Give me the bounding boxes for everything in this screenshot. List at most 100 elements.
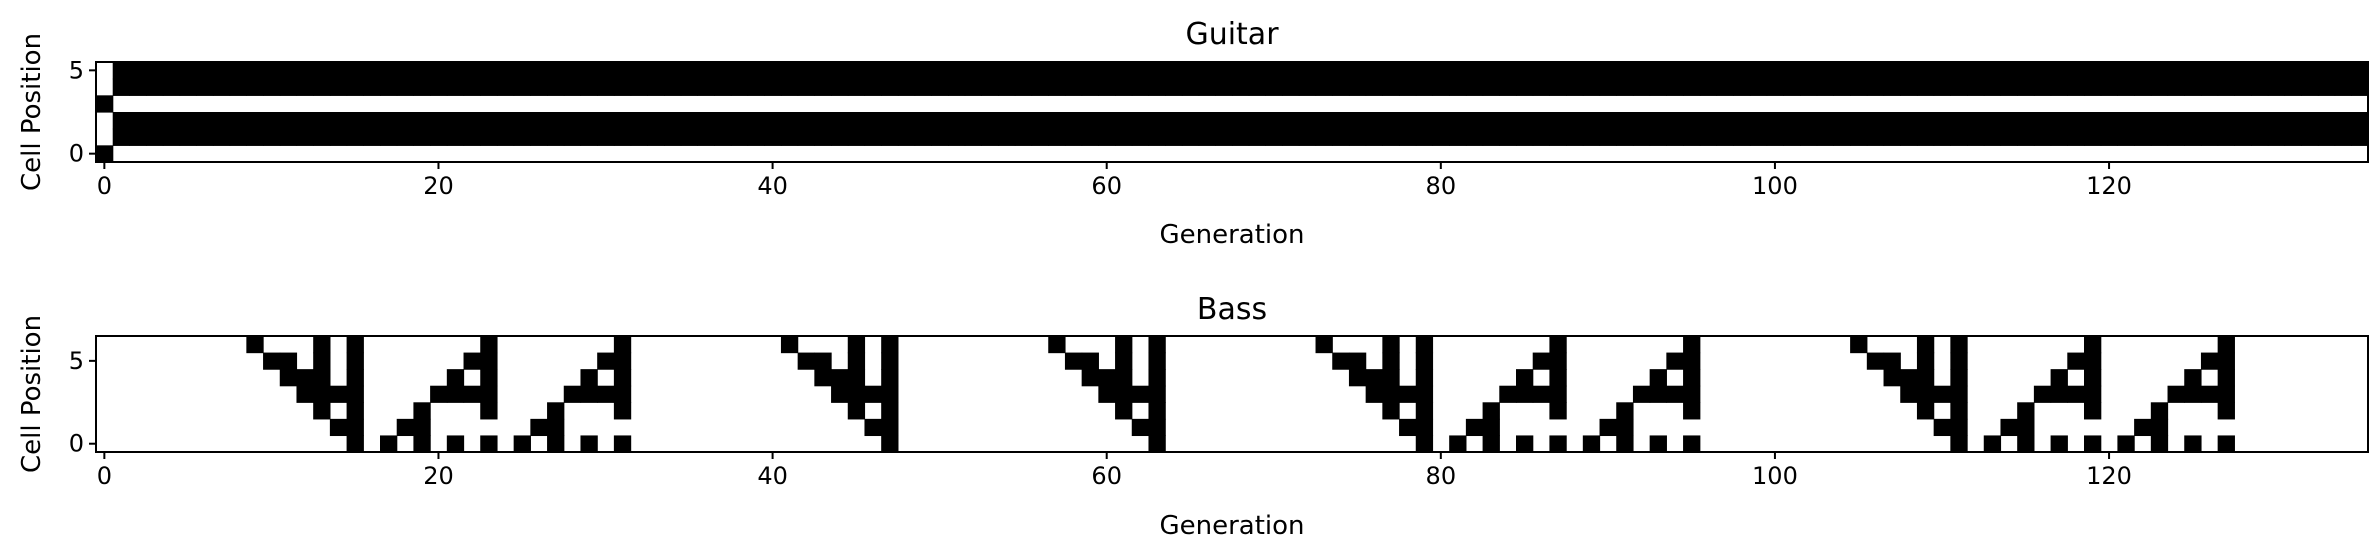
cell-y4-gen108 bbox=[1900, 78, 1918, 96]
cell-y1-gen75 bbox=[1348, 128, 1367, 146]
cell-y3-gen108 bbox=[1900, 385, 1918, 403]
cell-y5-gen118 bbox=[2067, 62, 2085, 80]
cell-y5-gen117 bbox=[2050, 62, 2068, 80]
x-tick-label: 120 bbox=[2086, 462, 2132, 490]
cell-y2-gen27 bbox=[547, 112, 565, 130]
cell-y4-gen108 bbox=[1900, 369, 1918, 387]
cell-y5-gen116 bbox=[2033, 62, 2052, 80]
cell-y2-gen95 bbox=[1683, 402, 1701, 420]
cell-y3-gen127 bbox=[2217, 385, 2235, 403]
cell-y5-gen59 bbox=[1081, 352, 1099, 370]
cell-y1-gen66 bbox=[1198, 128, 1216, 146]
cell-y4-gen92 bbox=[1632, 78, 1651, 96]
cell-y5-gen33 bbox=[647, 62, 665, 80]
cell-y2-gen19 bbox=[413, 402, 431, 420]
cell-y4-gen61 bbox=[1115, 369, 1133, 387]
cell-y1-gen120 bbox=[2100, 128, 2119, 146]
cell-y1-gen28 bbox=[563, 128, 582, 146]
cell-y1-gen83 bbox=[1482, 128, 1500, 146]
cell-y2-gen53 bbox=[981, 112, 999, 130]
cell-y1-gen114 bbox=[2000, 128, 2018, 146]
cell-y0-gen47 bbox=[881, 435, 899, 453]
cell-y4-gen5 bbox=[179, 78, 197, 96]
cell-y4-gen29 bbox=[580, 78, 598, 96]
cell-y4-gen126 bbox=[2200, 78, 2219, 96]
cell-y2-gen4 bbox=[162, 112, 181, 130]
cell-y2-gen112 bbox=[1967, 112, 1985, 130]
cell-y2-gen113 bbox=[1983, 112, 2002, 130]
cell-y3-gen20 bbox=[430, 385, 448, 403]
cell-y4-gen118 bbox=[2067, 78, 2085, 96]
cell-y1-gen15 bbox=[346, 128, 364, 146]
cell-y5-gen37 bbox=[714, 62, 732, 80]
cell-y3-gen61 bbox=[1115, 385, 1133, 403]
cell-y4-gen117 bbox=[2050, 78, 2068, 96]
cell-y1-gen123 bbox=[2150, 418, 2169, 437]
cell-y5-gen53 bbox=[981, 62, 999, 80]
cell-y4-gen27 bbox=[547, 78, 565, 96]
cell-y5-gen72 bbox=[1298, 62, 1317, 80]
cell-y3-gen92 bbox=[1632, 385, 1651, 403]
cell-y1-gen91 bbox=[1616, 418, 1634, 437]
cell-y1-gen27 bbox=[547, 128, 565, 146]
cell-y4-gen76 bbox=[1365, 369, 1383, 387]
cell-y3-gen14 bbox=[329, 385, 348, 403]
cell-y1-gen83 bbox=[1482, 418, 1500, 437]
cell-y5-gen93 bbox=[1649, 62, 1667, 80]
cell-y2-gen88 bbox=[1566, 112, 1584, 130]
cell-y2-gen125 bbox=[2184, 112, 2202, 130]
cell-y6-gen87 bbox=[1549, 336, 1567, 354]
cell-y4-gen69 bbox=[1248, 78, 1267, 96]
bass-x-axis-label: Generation bbox=[1159, 511, 1304, 541]
cell-y6-gen109 bbox=[1916, 336, 1935, 354]
cell-y4-gen133 bbox=[2317, 78, 2336, 96]
cell-y5-gen79 bbox=[1415, 62, 1434, 80]
cell-y4-gen55 bbox=[1014, 78, 1033, 96]
cell-y4-gen52 bbox=[964, 78, 983, 96]
cell-y5-gen43 bbox=[814, 352, 832, 370]
cell-y1-gen9 bbox=[246, 128, 264, 146]
cell-y1-gen118 bbox=[2067, 128, 2085, 146]
cell-y1-gen74 bbox=[1332, 128, 1350, 146]
cell-y4-gen44 bbox=[831, 78, 849, 96]
cell-y2-gen70 bbox=[1265, 112, 1283, 130]
cell-y5-gen49 bbox=[914, 62, 932, 80]
cell-y4-gen2 bbox=[129, 78, 147, 96]
cell-y2-gen97 bbox=[1716, 112, 1734, 130]
cell-y4-gen57 bbox=[1048, 78, 1066, 96]
cell-y2-gen115 bbox=[2017, 112, 2035, 130]
cell-y2-gen61 bbox=[1115, 112, 1133, 130]
cell-y5-gen84 bbox=[1499, 62, 1517, 80]
cell-y1-gen94 bbox=[1666, 128, 1684, 146]
cell-y4-gen10 bbox=[263, 78, 281, 96]
cell-y3-gen111 bbox=[1950, 385, 1968, 403]
cell-y4-gen107 bbox=[1883, 369, 1901, 387]
cell-y5-gen99 bbox=[1749, 62, 1768, 80]
cell-y1-gen114 bbox=[2000, 418, 2018, 437]
cell-y4-gen79 bbox=[1415, 78, 1434, 96]
cell-y1-gen79 bbox=[1415, 128, 1434, 146]
cell-y5-gen127 bbox=[2217, 62, 2235, 80]
cell-y0-gen25 bbox=[513, 435, 531, 453]
cell-y0-gen63 bbox=[1148, 435, 1166, 453]
cell-y1-gen115 bbox=[2017, 128, 2035, 146]
cell-y4-gen29 bbox=[580, 369, 598, 387]
cell-y1-gen111 bbox=[1950, 418, 1968, 437]
cell-y2-gen27 bbox=[547, 402, 565, 420]
cell-y2-gen90 bbox=[1599, 112, 1617, 130]
cell-y5-gen45 bbox=[847, 352, 866, 370]
cell-y1-gen84 bbox=[1499, 128, 1517, 146]
cell-y5-gen77 bbox=[1382, 352, 1400, 370]
cell-y5-gen34 bbox=[664, 62, 682, 80]
cell-y4-gen61 bbox=[1115, 78, 1133, 96]
cell-y3-gen23 bbox=[480, 385, 498, 403]
cell-y4-gen59 bbox=[1081, 369, 1099, 387]
cell-y1-gen3 bbox=[146, 128, 164, 146]
cell-y0-gen31 bbox=[613, 435, 632, 453]
cell-y1-gen65 bbox=[1181, 128, 1200, 146]
cell-y2-gen100 bbox=[1766, 112, 1784, 130]
cell-y1-gen29 bbox=[580, 128, 598, 146]
cell-y1-gen76 bbox=[1365, 128, 1383, 146]
cell-y1-gen78 bbox=[1399, 128, 1417, 146]
cell-y2-gen98 bbox=[1733, 112, 1751, 130]
